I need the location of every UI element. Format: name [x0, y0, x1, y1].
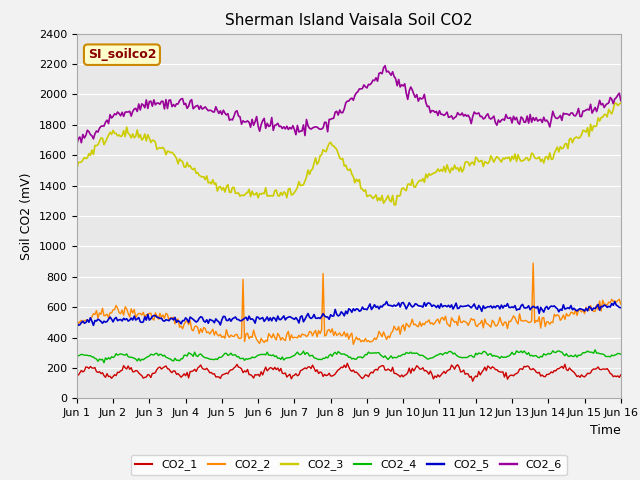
Text: SI_soilco2: SI_soilco2 — [88, 48, 156, 61]
X-axis label: Time: Time — [590, 424, 621, 437]
Title: Sherman Island Vaisala Soil CO2: Sherman Island Vaisala Soil CO2 — [225, 13, 472, 28]
Y-axis label: Soil CO2 (mV): Soil CO2 (mV) — [20, 172, 33, 260]
Legend: CO2_1, CO2_2, CO2_3, CO2_4, CO2_5, CO2_6: CO2_1, CO2_2, CO2_3, CO2_4, CO2_5, CO2_6 — [131, 455, 566, 475]
